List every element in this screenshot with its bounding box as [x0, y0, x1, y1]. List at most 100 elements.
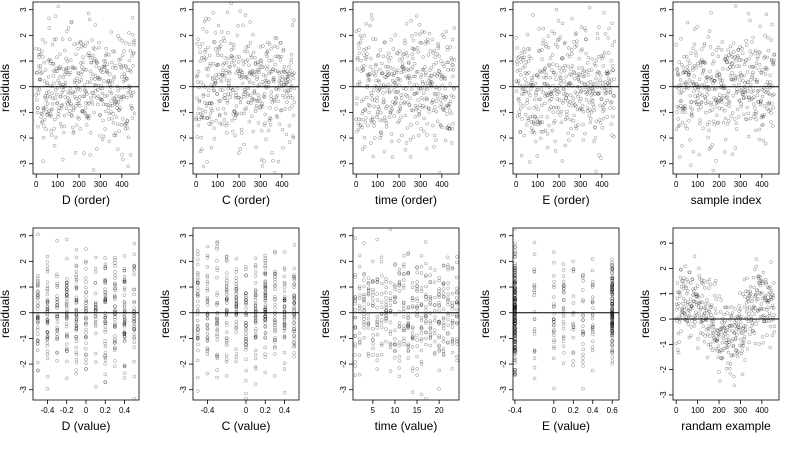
data-point — [521, 91, 526, 96]
data-point — [598, 78, 603, 82]
data-point — [371, 68, 375, 72]
data-point — [84, 304, 88, 308]
data-point — [408, 96, 412, 101]
data-point — [518, 130, 522, 134]
data-point — [55, 314, 60, 318]
data-point — [357, 253, 362, 258]
data-point — [741, 92, 745, 97]
data-point — [688, 105, 693, 109]
data-point — [742, 62, 747, 67]
data-point — [772, 281, 776, 285]
data-point — [105, 70, 109, 75]
x-tick-label: 0 — [84, 406, 89, 415]
data-point — [84, 341, 88, 345]
data-point — [375, 237, 379, 242]
data-point — [225, 281, 229, 286]
data-point — [737, 58, 742, 62]
data-point — [273, 374, 277, 378]
data-point — [441, 339, 446, 344]
data-point — [566, 64, 570, 69]
data-point — [70, 66, 75, 71]
data-point — [744, 324, 748, 328]
data-point — [415, 105, 419, 110]
data-point — [437, 54, 441, 59]
data-point — [733, 146, 738, 150]
data-point — [218, 99, 222, 103]
data-point — [274, 95, 279, 99]
data-point — [426, 106, 431, 111]
data-point — [532, 240, 537, 245]
data-point — [234, 298, 238, 303]
data-point — [64, 290, 69, 294]
data-point — [579, 49, 583, 53]
data-point — [52, 69, 56, 73]
data-point — [358, 123, 363, 127]
data-point — [257, 82, 262, 87]
data-point — [252, 88, 257, 93]
data-point — [282, 82, 286, 87]
data-point — [36, 332, 40, 336]
data-point — [132, 322, 136, 327]
data-point — [610, 133, 614, 137]
data-point — [573, 124, 578, 129]
data-point — [127, 31, 131, 35]
data-point — [527, 106, 531, 111]
data-point — [601, 64, 605, 68]
data-point — [93, 311, 98, 316]
data-point — [697, 311, 701, 316]
data-point — [412, 61, 417, 66]
data-point — [729, 114, 733, 119]
data-point — [248, 71, 252, 76]
data-point — [392, 71, 397, 75]
data-point — [388, 303, 393, 308]
data-point — [744, 43, 749, 47]
data-point — [103, 324, 107, 328]
data-point — [234, 310, 239, 314]
data-point — [689, 111, 694, 116]
data-point — [39, 111, 44, 116]
data-point — [690, 319, 694, 323]
x-tick-label: 0.2 — [568, 406, 580, 415]
data-point — [558, 113, 562, 117]
data-point — [554, 42, 558, 47]
data-point — [745, 70, 750, 74]
y-axis-label: residuals — [478, 290, 492, 338]
data-point — [402, 278, 406, 282]
data-point — [196, 286, 200, 290]
data-point — [569, 93, 573, 97]
data-point — [54, 92, 59, 97]
data-point — [708, 69, 712, 74]
data-point — [602, 103, 606, 107]
data-point — [62, 72, 67, 76]
data-point — [132, 374, 137, 379]
data-point — [401, 314, 406, 319]
data-point — [95, 96, 99, 100]
data-point — [94, 318, 98, 322]
data-point — [57, 66, 62, 71]
data-point — [371, 37, 375, 41]
data-point — [440, 74, 444, 79]
data-point — [111, 121, 116, 125]
data-point — [289, 61, 293, 65]
data-point — [686, 73, 691, 77]
data-point — [103, 350, 108, 355]
data-point — [599, 156, 603, 160]
data-point — [387, 51, 391, 56]
data-point — [545, 93, 549, 97]
data-point — [378, 130, 383, 134]
data-point — [407, 61, 411, 66]
data-point — [39, 115, 43, 120]
data-point — [253, 304, 258, 308]
data-point — [132, 320, 136, 324]
data-point — [720, 340, 725, 345]
data-point — [272, 318, 277, 322]
data-point — [73, 66, 78, 71]
data-point — [205, 331, 210, 336]
data-point — [45, 301, 50, 305]
data-point — [263, 370, 268, 375]
data-point — [255, 75, 259, 79]
data-point — [751, 88, 756, 93]
data-point — [355, 82, 360, 87]
data-point — [121, 157, 125, 162]
data-point — [713, 78, 717, 83]
